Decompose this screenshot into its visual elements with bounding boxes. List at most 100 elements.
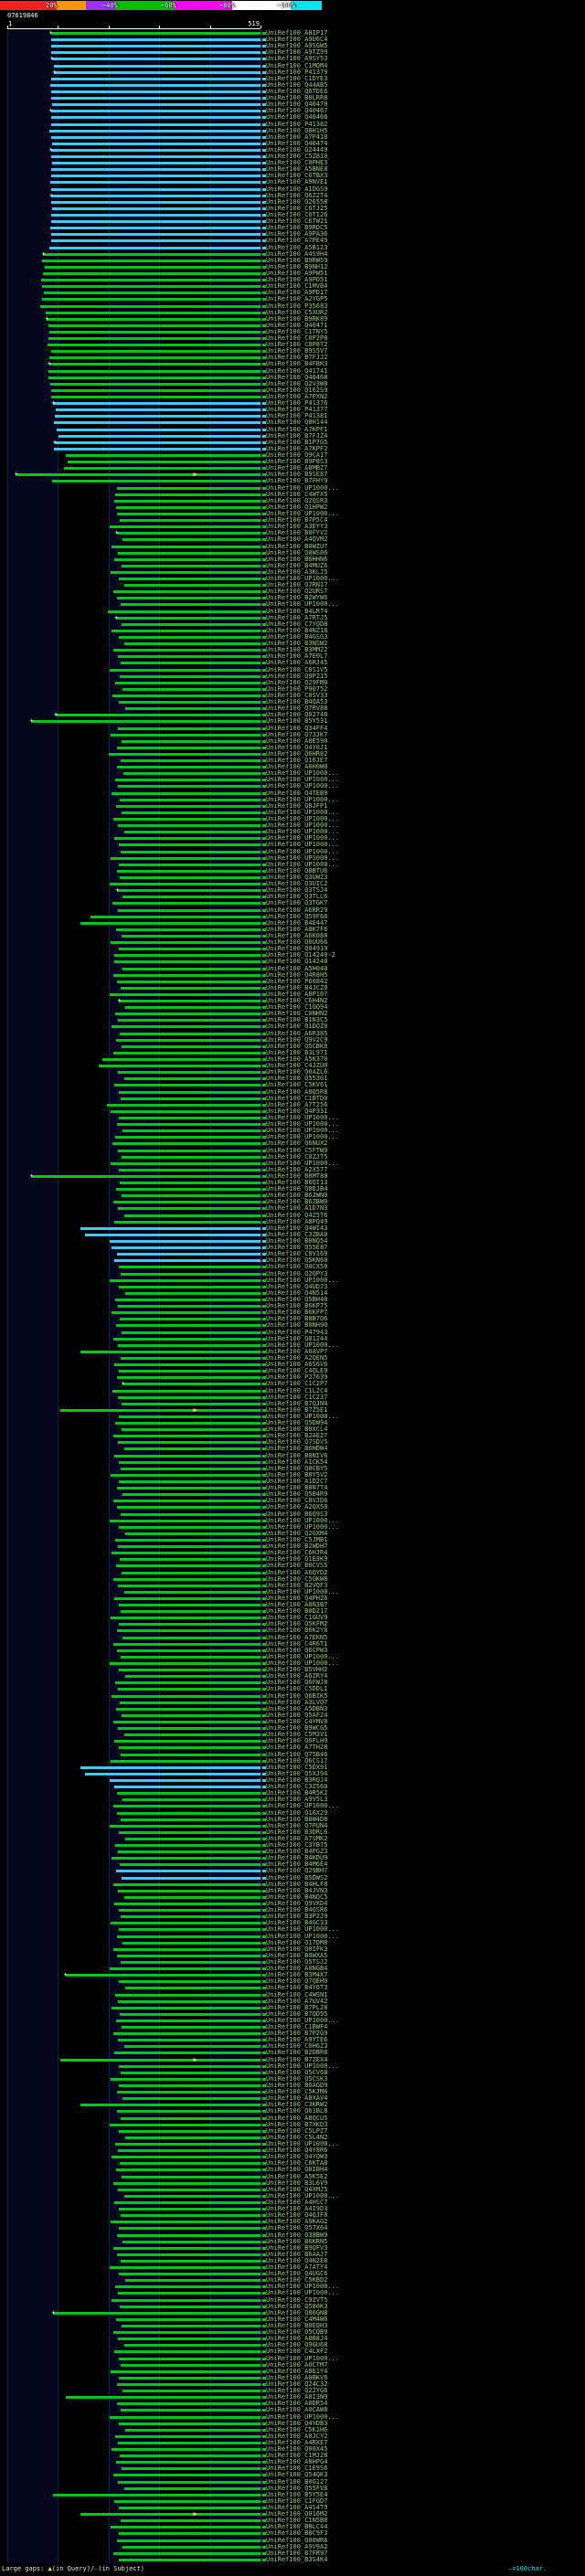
alignment-bar[interactable] bbox=[113, 1259, 261, 1263]
alignment-bar[interactable] bbox=[45, 265, 261, 269]
alignment-bar[interactable] bbox=[112, 1721, 261, 1723]
hit-label[interactable]: UniRef100_A6RJ45 bbox=[266, 659, 328, 667]
alignment-bar[interactable] bbox=[51, 207, 261, 210]
alignment-bar[interactable] bbox=[121, 2519, 261, 2523]
alignment-bar[interactable] bbox=[80, 2104, 261, 2107]
hit-label[interactable]: UniRef100_A7SMK2 bbox=[266, 1834, 328, 1842]
hit-label[interactable]: UniRef100_Q6Z2T4 bbox=[266, 191, 328, 199]
alignment-bar[interactable] bbox=[116, 869, 261, 873]
hit-label[interactable]: UniRef100_UP1000... bbox=[266, 2354, 340, 2362]
alignment-bar[interactable] bbox=[51, 58, 261, 61]
alignment-bar[interactable] bbox=[117, 980, 261, 983]
alignment-bar[interactable] bbox=[65, 454, 261, 457]
alignment-bar[interactable] bbox=[123, 1447, 261, 1451]
alignment-bar[interactable] bbox=[113, 649, 261, 652]
alignment-bar[interactable] bbox=[114, 1422, 261, 1426]
alignment-bar[interactable] bbox=[49, 356, 261, 360]
alignment-bar[interactable] bbox=[49, 129, 261, 133]
hit-label[interactable]: UniRef100_UP1000... bbox=[266, 2289, 340, 2297]
hit-label[interactable]: UniRef100_B7QD55 bbox=[266, 2009, 328, 2018]
alignment-bar[interactable] bbox=[119, 1701, 261, 1704]
alignment-bar[interactable] bbox=[114, 954, 261, 958]
hit-label[interactable]: UniRef100_A8I3N9 bbox=[266, 2393, 328, 2401]
alignment-bar[interactable] bbox=[53, 402, 261, 406]
hit-label[interactable]: UniRef100_Q2V3W0 bbox=[266, 379, 328, 387]
alignment-bar[interactable] bbox=[48, 363, 261, 366]
hit-label[interactable]: UniRef100_Q1HPW2 bbox=[266, 503, 328, 511]
alignment-bar[interactable] bbox=[123, 1077, 261, 1081]
hit-label[interactable]: UniRef100_Q5XJ94 bbox=[266, 1769, 328, 1777]
alignment-bar[interactable] bbox=[118, 1090, 261, 1094]
hit-label[interactable]: UniRef100_C5GKW8 bbox=[266, 1574, 328, 1583]
alignment-bar[interactable] bbox=[50, 38, 261, 42]
hit-label[interactable]: UniRef100_B1P7G5 bbox=[266, 438, 328, 446]
hit-label[interactable]: UniRef100_B7FJJ2 bbox=[266, 354, 328, 362]
hit-label[interactable]: UniRef100_B7ZEX4 bbox=[266, 2055, 328, 2063]
alignment-bar[interactable] bbox=[118, 785, 261, 789]
alignment-bar[interactable] bbox=[119, 1480, 261, 1483]
alignment-bar[interactable] bbox=[50, 77, 261, 80]
hit-label[interactable]: UniRef100_UP1000... bbox=[266, 1276, 340, 1284]
alignment-bar[interactable] bbox=[41, 259, 261, 262]
hit-label[interactable]: UniRef100_Q3TLL6 bbox=[266, 893, 328, 901]
hit-label[interactable]: UniRef100_Q3UIC2 bbox=[266, 880, 328, 888]
alignment-bar[interactable] bbox=[118, 1266, 261, 1269]
hit-label[interactable]: UniRef100_C7YQD8 bbox=[266, 620, 328, 628]
alignment-bar[interactable] bbox=[98, 1065, 261, 1068]
alignment-bar[interactable] bbox=[122, 896, 261, 899]
hit-label[interactable]: UniRef100_C4R6T1 bbox=[266, 1639, 328, 1648]
alignment-bar[interactable] bbox=[117, 2337, 261, 2341]
hit-label[interactable]: UniRef100_Q0UU66 bbox=[266, 938, 328, 947]
hit-label[interactable]: UniRef100_B4JCZ0 bbox=[266, 983, 328, 991]
hit-label[interactable]: UniRef100_A8PQ49 bbox=[266, 1217, 328, 1225]
alignment-bar[interactable] bbox=[54, 70, 261, 74]
alignment-bar[interactable] bbox=[110, 2123, 261, 2126]
alignment-bar[interactable] bbox=[118, 1395, 261, 1399]
hit-label[interactable]: UniRef100_A8HPG4 bbox=[266, 2458, 328, 2466]
hit-label[interactable]: UniRef100_Q22YG6 bbox=[266, 2387, 328, 2395]
alignment-bar[interactable] bbox=[110, 2526, 261, 2529]
hit-label[interactable]: UniRef100_A9V5L3 bbox=[266, 1796, 328, 1804]
hit-label[interactable]: UniRef100_A6S6V6 bbox=[266, 1361, 328, 1369]
alignment-bar[interactable] bbox=[118, 1019, 261, 1023]
alignment-bar[interactable] bbox=[80, 1226, 261, 1230]
alignment-bar[interactable] bbox=[124, 1675, 261, 1679]
hit-label[interactable]: UniRef100_UP1000... bbox=[266, 2062, 340, 2070]
alignment-bar[interactable] bbox=[122, 1876, 261, 1880]
hit-label[interactable]: UniRef100_Q7QEH9 bbox=[266, 1977, 328, 1986]
alignment-bar[interactable] bbox=[120, 986, 261, 990]
hit-label[interactable]: UniRef100_Q0DJB4 bbox=[266, 1185, 328, 1193]
alignment-bar[interactable] bbox=[112, 2032, 261, 2036]
alignment-bar[interactable] bbox=[50, 135, 261, 139]
hit-label[interactable]: UniRef100_A9YTE6 bbox=[266, 2036, 328, 2044]
alignment-bar[interactable] bbox=[118, 1460, 261, 1464]
alignment-bar[interactable] bbox=[114, 1740, 261, 1744]
hit-label[interactable]: UniRef100_C5JMB1 bbox=[266, 1535, 328, 1543]
alignment-bar[interactable] bbox=[112, 902, 261, 906]
alignment-bar[interactable] bbox=[51, 396, 261, 399]
alignment-bar[interactable] bbox=[80, 1765, 261, 1769]
alignment-bar[interactable] bbox=[117, 1441, 261, 1445]
alignment-bar[interactable] bbox=[50, 148, 261, 152]
alignment-bar[interactable] bbox=[119, 2129, 261, 2133]
alignment-bar[interactable] bbox=[113, 499, 261, 503]
hit-label[interactable]: UniRef100_B0Y5V2 bbox=[266, 1470, 328, 1479]
hit-label[interactable]: UniRef100_B0WZU7 bbox=[266, 542, 328, 550]
hit-label[interactable]: UniRef100_A7PXN2 bbox=[266, 393, 328, 401]
alignment-bar[interactable] bbox=[65, 1974, 261, 1977]
alignment-bar[interactable] bbox=[112, 1337, 261, 1341]
alignment-bar[interactable] bbox=[114, 837, 261, 841]
hit-label[interactable]: UniRef100_Q4PHZ6 bbox=[266, 1594, 328, 1602]
alignment-bar[interactable] bbox=[121, 1155, 261, 1159]
alignment-bar[interactable] bbox=[124, 707, 261, 711]
hit-label[interactable]: UniRef100_A9U6C4 bbox=[266, 36, 328, 44]
alignment-bar[interactable] bbox=[124, 1987, 261, 1990]
hit-label[interactable]: UniRef100_Q4XMJ5 bbox=[266, 2185, 328, 2193]
alignment-bar[interactable] bbox=[119, 2558, 261, 2561]
alignment-bar[interactable] bbox=[56, 428, 261, 431]
hit-label[interactable]: UniRef100_Q34FF4 bbox=[266, 724, 328, 732]
alignment-bar[interactable] bbox=[112, 2474, 261, 2477]
alignment-bar[interactable] bbox=[110, 1617, 261, 1620]
alignment-bar[interactable] bbox=[124, 1837, 261, 1840]
alignment-bar[interactable] bbox=[47, 317, 261, 321]
